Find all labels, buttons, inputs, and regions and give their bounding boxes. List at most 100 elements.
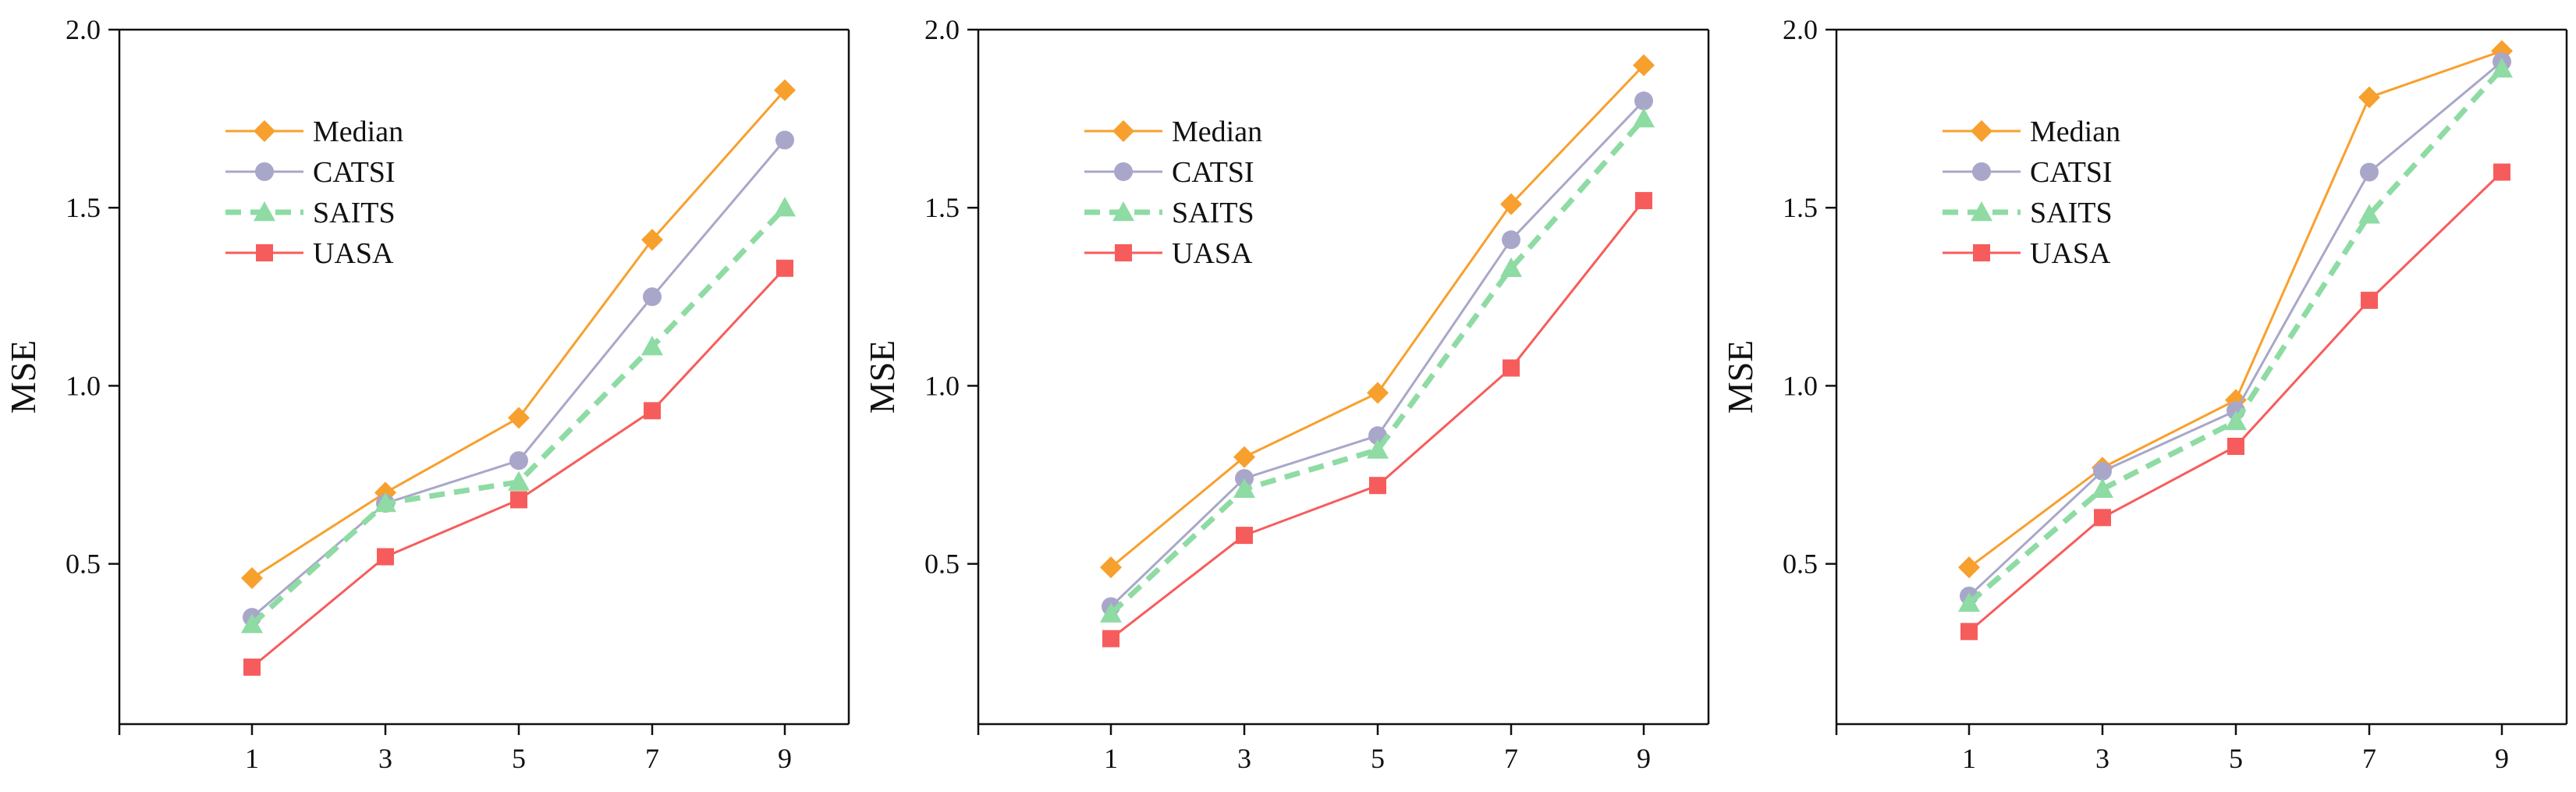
- legend-marker: [1115, 244, 1132, 261]
- x-tick-label: 7: [1504, 743, 1518, 774]
- data-point: [776, 259, 793, 277]
- data-point: [510, 491, 527, 509]
- legend-label: UASA: [1172, 237, 1253, 270]
- data-point: [243, 658, 261, 676]
- series-saits: [1958, 58, 2513, 613]
- data-point: [1367, 382, 1389, 404]
- y-tick-label: 0.5: [924, 549, 960, 580]
- chart-panel-3: 0.5 1.0 1.5 2.0 1 3 5 7 9 MSE Median CATSI SAITS UASA: [1720, 14, 2568, 774]
- legend-marker: [255, 162, 274, 181]
- legend: Median CATSI SAITS UASA: [1943, 115, 2120, 270]
- data-point: [1369, 477, 1386, 495]
- y-tick-label: 1.0: [1783, 370, 1818, 401]
- x-tick-label: 9: [778, 743, 792, 774]
- data-point: [1960, 623, 1978, 641]
- chart-panel-1: 0.5 1.0 1.5 2.0 1 3 5 7 9 MSE Median CATSI SAITS UASA: [3, 14, 850, 774]
- x-tick-label: 3: [378, 743, 392, 774]
- legend-marker: [1972, 162, 1991, 181]
- data-point: [1500, 257, 1522, 277]
- data-point: [641, 336, 663, 356]
- legend-marker: [1112, 120, 1134, 142]
- legend-label: CATSI: [313, 156, 396, 189]
- data-point: [1633, 108, 1655, 128]
- data-point: [1100, 556, 1122, 579]
- data-point: [2360, 162, 2379, 182]
- data-point: [377, 548, 394, 566]
- series-uasa: [1102, 192, 1652, 648]
- data-point: [374, 492, 396, 513]
- x-tick-label: 7: [2362, 743, 2376, 774]
- legend-marker: [256, 244, 273, 261]
- data-point: [643, 287, 662, 307]
- y-tick-label: 2.0: [924, 14, 960, 45]
- legend-label: CATSI: [2030, 156, 2113, 189]
- legend-marker: [1971, 120, 1992, 142]
- data-point: [1503, 359, 1520, 377]
- data-point: [2358, 86, 2380, 108]
- legend-label: Median: [313, 115, 403, 148]
- data-point: [508, 407, 530, 429]
- data-point: [1958, 556, 1980, 579]
- data-point: [2227, 438, 2244, 455]
- data-point: [641, 229, 663, 251]
- data-point: [2361, 291, 2378, 309]
- legend-label: UASA: [313, 237, 394, 270]
- x-tick-label: 1: [1104, 743, 1118, 774]
- data-point: [2491, 58, 2513, 78]
- data-point: [2094, 509, 2111, 527]
- data-point: [1367, 439, 1389, 459]
- legend-label: UASA: [2030, 237, 2111, 270]
- x-tick-label: 3: [1237, 743, 1251, 774]
- data-point: [1633, 54, 1655, 76]
- data-point: [1958, 591, 1980, 613]
- x-tick-label: 5: [512, 743, 526, 774]
- legend-label: Median: [1172, 115, 1262, 148]
- data-point: [1233, 478, 1255, 498]
- legend-label: SAITS: [2030, 197, 2113, 229]
- legend-marker: [254, 120, 275, 142]
- data-point: [241, 613, 263, 634]
- y-tick-label: 1.5: [66, 192, 101, 223]
- legend-label: SAITS: [1172, 197, 1254, 229]
- y-axis-title: MSE: [1720, 340, 1760, 414]
- y-tick-label: 2.0: [66, 14, 101, 45]
- y-tick-label: 0.5: [66, 549, 101, 580]
- x-tick-label: 1: [1962, 743, 1976, 774]
- series-line: [1109, 116, 1646, 616]
- legend-marker: [1114, 162, 1133, 181]
- data-point: [509, 451, 528, 471]
- series-uasa: [243, 259, 793, 676]
- chart-panel-2: 0.5 1.0 1.5 2.0 1 3 5 7 9 MSE Median CATSI SAITS UASA: [862, 14, 1710, 774]
- data-point: [775, 130, 794, 150]
- y-tick-label: 0.5: [1783, 549, 1818, 580]
- data-point: [774, 197, 796, 217]
- legend-label: SAITS: [313, 197, 396, 229]
- legend-marker: [1112, 201, 1134, 222]
- data-point: [774, 79, 796, 101]
- data-point: [1635, 192, 1652, 210]
- series-line: [1967, 66, 2504, 606]
- data-point: [241, 566, 263, 589]
- series-saits: [241, 197, 796, 634]
- data-point: [2093, 461, 2112, 481]
- series-saits: [1100, 108, 1655, 623]
- data-point: [1500, 193, 1522, 215]
- series-median: [1100, 54, 1655, 579]
- x-tick-label: 9: [1637, 743, 1651, 774]
- data-point: [644, 402, 661, 420]
- legend-label: CATSI: [1172, 156, 1254, 189]
- series-uasa: [1960, 163, 2510, 641]
- x-tick-label: 9: [2495, 743, 2509, 774]
- x-tick-label: 5: [1371, 743, 1385, 774]
- legend: Median CATSI SAITS UASA: [1084, 115, 1262, 270]
- data-point: [1233, 446, 1255, 468]
- x-tick-label: 5: [2229, 743, 2243, 774]
- data-point: [1236, 527, 1253, 545]
- legend-marker: [1971, 201, 1992, 222]
- x-tick-label: 1: [245, 743, 259, 774]
- data-point: [1102, 630, 1119, 648]
- x-tick-label: 3: [2095, 743, 2109, 774]
- data-point: [2358, 204, 2380, 224]
- data-point: [2493, 163, 2510, 181]
- series-catsi: [1102, 91, 1653, 616]
